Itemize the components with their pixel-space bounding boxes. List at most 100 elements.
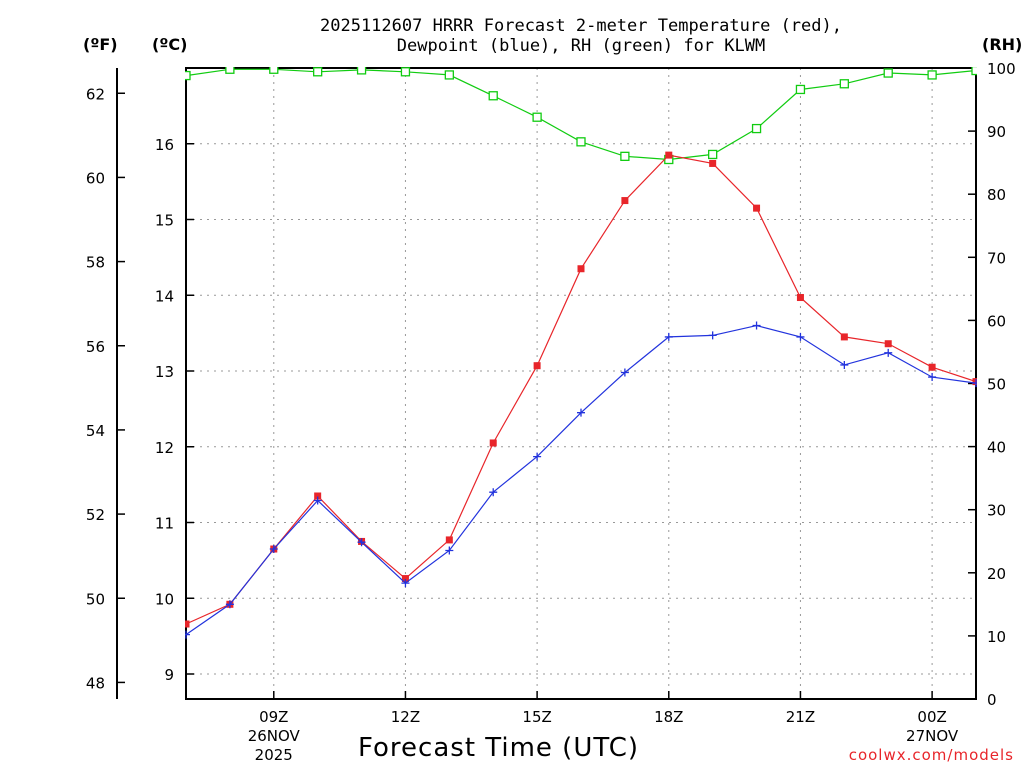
temperature-point xyxy=(577,265,585,273)
temperature-point xyxy=(928,363,936,371)
c-tick-label-14: 14 xyxy=(155,287,174,305)
dewpoint-point xyxy=(928,373,937,382)
x-tick-label-21Z: 21Z xyxy=(786,708,815,726)
dewpoint-point xyxy=(577,408,585,417)
rh-tick-label-0: 0 xyxy=(987,691,997,709)
rh-point xyxy=(927,70,937,80)
rh-tick-label-70: 70 xyxy=(987,249,1006,267)
f-tick-label-56: 56 xyxy=(86,338,105,356)
temperature-point xyxy=(972,378,977,386)
temperature-point xyxy=(621,197,629,205)
rh-tick-label-80: 80 xyxy=(987,186,1006,204)
series-group xyxy=(185,67,977,639)
temperature-point xyxy=(533,362,541,370)
dewpoint-point xyxy=(445,546,454,555)
f-tick-label-48: 48 xyxy=(86,674,105,692)
rh-point xyxy=(883,68,893,78)
temperature-point xyxy=(796,294,804,302)
dewpoint-point xyxy=(884,348,893,357)
c-tick-label-11: 11 xyxy=(155,515,174,533)
fahrenheit-unit-label: (ºF) xyxy=(83,35,118,54)
dewpoint-point xyxy=(489,488,498,497)
series-layer xyxy=(185,67,977,639)
dewpoint-line xyxy=(185,324,977,636)
dewpoint-point xyxy=(620,368,629,377)
dewpoint-point xyxy=(840,360,849,369)
dewpoint-point xyxy=(972,379,977,388)
rh-tick-label-90: 90 xyxy=(987,123,1006,141)
c-tick-label-13: 13 xyxy=(155,363,174,381)
dewpoint-point xyxy=(269,545,278,554)
temperature-point xyxy=(185,620,190,628)
rh-tick-label-100: 100 xyxy=(987,60,1016,78)
temperature-point xyxy=(753,204,761,212)
dewpoint-point xyxy=(796,332,805,341)
f-tick-label-62: 62 xyxy=(86,85,105,103)
c-tick-label-10: 10 xyxy=(155,590,174,608)
plot-frame xyxy=(185,67,977,700)
x-tick-date-09Z: 26NOV xyxy=(248,727,301,745)
rh-point xyxy=(313,67,323,77)
rh-point xyxy=(971,67,977,76)
rh-point xyxy=(839,79,849,89)
dewpoint-point xyxy=(225,600,234,609)
temperature-point xyxy=(709,159,717,167)
rh-tick-label-10: 10 xyxy=(987,628,1006,646)
x-tick-label-18Z: 18Z xyxy=(654,708,683,726)
chart-title-line-2: Dewpoint (blue), RH (green) for KLWM xyxy=(396,36,766,56)
rh-point xyxy=(185,70,191,81)
temperature-point xyxy=(445,536,453,544)
dewpoint-point xyxy=(708,331,717,340)
x-axis-title: Forecast Time (UTC) xyxy=(358,733,640,763)
rh-point xyxy=(532,112,542,122)
x-tick-label-09Z: 09Z xyxy=(259,708,288,726)
chart-title: 2025112607 HRRR Forecast 2-meter Tempera… xyxy=(186,16,976,56)
rh-point xyxy=(620,151,630,161)
grid-lines xyxy=(186,68,976,699)
dewpoint-point xyxy=(533,452,542,461)
c-tick-label-9: 9 xyxy=(164,666,174,684)
temperature-point xyxy=(665,151,673,159)
rh-point xyxy=(444,70,454,80)
chart-title-line-1: 2025112607 HRRR Forecast 2-meter Tempera… xyxy=(320,16,842,36)
dewpoint-point xyxy=(401,579,410,588)
rh-tick-label-60: 60 xyxy=(987,312,1006,330)
f-tick-label-60: 60 xyxy=(86,169,105,187)
rh-point xyxy=(356,67,367,75)
rh-tick-label-50: 50 xyxy=(987,376,1006,394)
f-tick-label-52: 52 xyxy=(86,506,105,524)
rh-tick-label-20: 20 xyxy=(987,565,1006,583)
x-tick-label-00Z: 00Z xyxy=(917,708,946,726)
rh-point xyxy=(269,67,279,74)
f-tick-label-54: 54 xyxy=(86,422,105,440)
rh-point xyxy=(751,123,762,134)
dewpoint-point xyxy=(185,630,190,639)
rh-point xyxy=(488,91,498,101)
rh-point xyxy=(225,67,235,74)
x-tick-year-09Z: 2025 xyxy=(255,746,293,764)
celsius-unit-label: (ºC) xyxy=(152,35,188,54)
temperature-point xyxy=(840,333,848,341)
dewpoint-point xyxy=(313,496,322,505)
rh-point xyxy=(795,84,806,95)
credit-link[interactable]: coolwx.com/models xyxy=(848,746,1014,764)
dewpoint-point xyxy=(664,332,673,341)
temperature-point xyxy=(489,439,497,447)
rh-tick-label-40: 40 xyxy=(987,439,1006,457)
temperature-point xyxy=(884,340,892,348)
x-tick-label-12Z: 12Z xyxy=(391,708,420,726)
temperature-line xyxy=(185,154,977,625)
rh-tick-label-30: 30 xyxy=(987,502,1006,520)
rh-point xyxy=(708,149,718,160)
dewpoint-point xyxy=(752,321,761,330)
temperature-point xyxy=(401,575,409,583)
axes: 48 50 52 54 56 58 60 62 9 10 11 12 13 14 15 16 0 10 20 30 40… xyxy=(86,60,1016,764)
c-tick-label-16: 16 xyxy=(155,136,174,154)
c-tick-label-12: 12 xyxy=(155,439,174,457)
temperature-point xyxy=(314,492,322,500)
x-tick-date-00Z: 27NOV xyxy=(906,727,959,745)
c-tick-label-15: 15 xyxy=(155,212,174,230)
rh-unit-label: (RH) xyxy=(982,35,1023,54)
x-tick-label-15Z: 15Z xyxy=(522,708,551,726)
